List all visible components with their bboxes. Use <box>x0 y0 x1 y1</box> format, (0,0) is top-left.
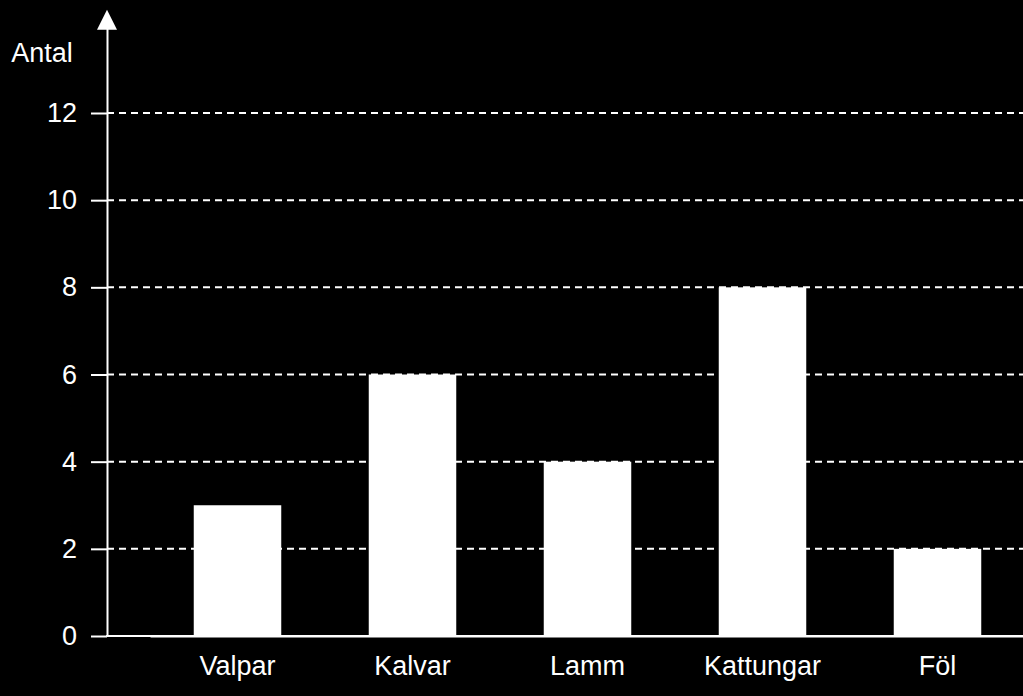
x-tick-label: Kattungar <box>704 651 821 681</box>
y-tick: 4 <box>62 447 107 477</box>
chart: 0 2 4 6 8 10 12 Valpar Kalvar Lamm Kattungar Föl Ant… <box>0 0 1023 696</box>
grid-line <box>107 199 1023 201</box>
baseline <box>106 635 1023 637</box>
x-tick: Kattungar <box>704 636 821 681</box>
x-tick-label: Kalvar <box>374 651 451 681</box>
x-tick-label: Lamm <box>550 651 625 681</box>
y-tick-mark <box>91 461 107 463</box>
y-tick: 0 <box>62 621 107 651</box>
x-tick-label: Föl <box>919 651 957 681</box>
x-tick: Valpar <box>199 636 275 681</box>
y-tick-mark <box>91 374 107 376</box>
grid-line <box>107 286 1023 288</box>
x-tick: Föl <box>919 636 957 681</box>
y-axis-title: Antal <box>11 38 73 68</box>
y-tick-label: 12 <box>47 98 77 128</box>
y-axis: 0 2 4 6 8 10 12 <box>47 26 108 651</box>
grid-line <box>107 374 1023 376</box>
bar <box>369 375 457 637</box>
y-tick-label: 6 <box>62 360 77 390</box>
x-axis: Valpar Kalvar Lamm Kattungar Föl <box>151 636 1023 681</box>
y-tick-mark <box>91 636 107 638</box>
y-tick-label: 10 <box>47 185 77 215</box>
bar <box>194 505 282 636</box>
y-tick-label: 0 <box>62 621 77 651</box>
y-tick: 6 <box>62 360 107 390</box>
bars <box>194 287 982 636</box>
bar <box>894 549 982 636</box>
y-tick: 12 <box>47 98 107 128</box>
axis-arrow <box>97 10 117 30</box>
y-tick-mark <box>91 113 107 115</box>
y-tick-label: 2 <box>62 534 77 564</box>
y-axis-line <box>107 26 109 636</box>
y-tick-mark <box>91 548 107 550</box>
background <box>0 0 1023 696</box>
y-tick-label: 4 <box>62 447 77 477</box>
grid-line <box>107 112 1023 114</box>
y-tick: 2 <box>62 534 107 564</box>
y-tick-mark <box>91 287 107 289</box>
bar <box>719 287 807 636</box>
y-tick: 10 <box>47 185 107 215</box>
bar <box>544 462 632 636</box>
y-tick: 8 <box>62 272 107 302</box>
x-tick: Kalvar <box>374 636 451 681</box>
y-tick-mark <box>91 200 107 202</box>
y-tick-label: 8 <box>62 272 77 302</box>
x-tick-label: Valpar <box>199 651 275 681</box>
x-tick: Lamm <box>550 636 625 681</box>
